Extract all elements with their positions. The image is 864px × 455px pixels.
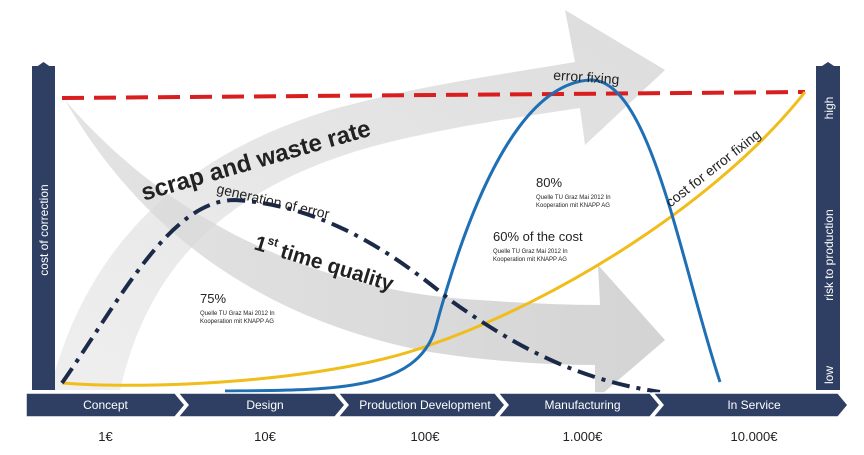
cost-row: 1€ 10€ 100€ 1.000€ 10.000€ [98,429,778,444]
right-bar [816,66,840,390]
left-bar-tip [32,62,55,70]
cost-label: 1.000€ [563,429,604,444]
phase-label: Production Development [359,398,491,412]
note-source: Kooperation mit KNAPP AG [493,257,567,263]
phase-chevron [336,392,506,418]
phase-chevron [496,392,661,418]
phase-chevron [651,392,849,418]
note-source: Kooperation mit KNAPP AG [536,203,610,209]
note-value: 80% [536,175,562,190]
generation-curve [60,197,661,394]
lower-arrow-suffix: st [266,233,280,250]
phase-chevron [25,392,186,418]
cost-label: 10€ [254,429,276,444]
right-axis-bottom: low [822,366,836,384]
note-source: Quelle TU Graz Mai 2012 In [200,311,275,317]
cost-curve [61,91,807,387]
cost-label: 1€ [98,429,113,444]
cost-label: cost for error fixing [662,126,763,210]
phase-label: In Service [727,398,781,412]
right-axis-top: high [822,97,836,120]
lower-arrow [65,100,665,400]
left-bar [32,66,55,390]
phase-band: Concept Design Production Development Manuf… [25,392,849,418]
fixing-label: error fixing [553,67,620,88]
cost-label: 10.000€ [731,429,779,444]
phase-label: Concept [83,398,128,412]
note-value: 60% of the cost [493,229,583,244]
upper-arrow [50,10,665,390]
note-source: Quelle TU Graz Mai 2012 In [493,249,568,255]
phase-chevron [176,392,346,418]
cost-label: 100€ [411,429,441,444]
note-value: 75% [200,291,226,306]
note-source: Quelle TU Graz Mai 2012 In [536,195,611,201]
phase-label: Design [246,398,283,412]
phase-label: Manufacturing [544,398,620,412]
right-bar-tip [816,62,840,70]
left-axis-label: cost of correction [37,184,51,275]
red-dashed-line [61,90,806,100]
note-source: Kooperation mit KNAPP AG [200,319,274,325]
fixing-curve [224,78,722,393]
right-axis-middle: risk to production [822,209,836,300]
